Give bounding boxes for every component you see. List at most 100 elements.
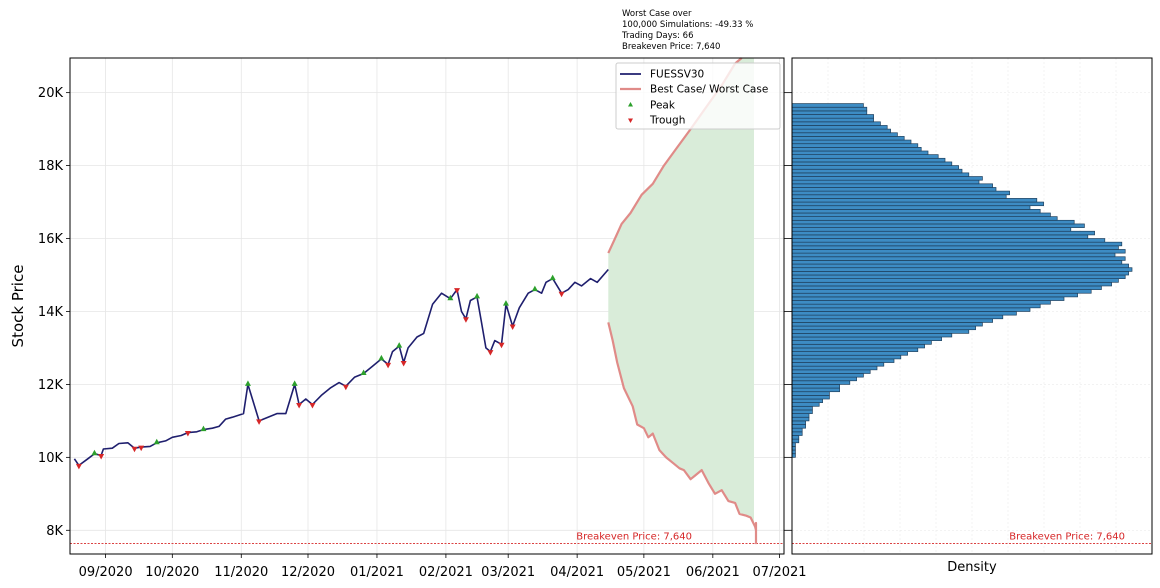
histogram-bar <box>791 376 857 382</box>
histogram-bar <box>791 128 891 134</box>
trough-marker <box>487 350 494 356</box>
histogram-bar <box>791 431 803 436</box>
histogram-bar <box>791 216 1058 221</box>
histogram-bar <box>791 325 976 331</box>
histogram-bar <box>791 380 851 385</box>
histogram-breakeven-label: Breakeven Price: 7,640 <box>1009 531 1125 542</box>
histogram-bar <box>791 241 1123 247</box>
histogram-bar <box>791 314 1004 320</box>
histogram-y-ticks <box>788 92 792 531</box>
histogram-bar <box>791 446 796 451</box>
x-tick-label: 06/2021 <box>686 565 740 580</box>
legend-label: FUESSV30 <box>650 69 704 81</box>
y-axis: 8K 10K 12K 14K 16K 18K 20K <box>38 86 788 539</box>
trough-marker <box>75 463 82 470</box>
peak-marker <box>474 292 481 299</box>
legend-trough-marker <box>628 118 633 123</box>
histogram-bar <box>791 405 813 411</box>
histogram-bar <box>791 322 983 327</box>
annotation-line: Worst Case over <box>622 9 692 19</box>
histogram-bar <box>791 369 871 374</box>
histogram-bar <box>791 245 1119 250</box>
peak-marker <box>153 438 160 445</box>
histogram-bar <box>791 168 963 174</box>
x-tick-label: 05/2021 <box>617 565 671 580</box>
histogram-bar <box>791 307 1031 312</box>
histogram-bar <box>791 183 993 188</box>
main-plot-frame <box>69 57 785 555</box>
histogram-bar <box>791 289 1092 294</box>
trough-marker <box>498 342 505 349</box>
peak-marker <box>531 285 538 292</box>
histogram-bar <box>791 395 830 400</box>
breakeven-label: Breakeven Price: 7,640 <box>576 531 692 542</box>
legend-label: Trough <box>649 115 685 127</box>
peak-marker <box>378 354 385 361</box>
histogram-bar <box>791 398 823 403</box>
histogram-bar <box>791 358 895 363</box>
legend-peak-marker <box>628 102 633 107</box>
histogram-bar <box>791 354 902 360</box>
peak-marker <box>396 342 403 348</box>
histogram-x-label: Density <box>947 560 997 575</box>
y-tick-label: 8K <box>46 524 63 539</box>
x-tick-label: 07/2021 <box>753 565 807 580</box>
annotation-line: Breakeven Price: 7,640 <box>622 42 721 52</box>
histogram-bar <box>791 318 993 323</box>
histogram-bar <box>791 391 830 396</box>
histogram-bar <box>791 416 810 422</box>
histogram-bar <box>791 278 1119 283</box>
trough-marker <box>138 445 145 452</box>
histogram-bar <box>791 387 840 393</box>
worst-case-annotation: Worst Case over 100,000 Simulations: -49.… <box>622 9 753 53</box>
peak-marker <box>291 380 298 386</box>
histogram-bar <box>791 435 800 440</box>
histogram-bar <box>791 409 813 414</box>
histogram-bar <box>791 449 796 455</box>
trough-marker <box>98 454 105 460</box>
histogram-bar <box>791 343 925 349</box>
trough-marker <box>385 362 392 369</box>
legend-label: Best Case/ Worst Case <box>650 84 768 96</box>
histogram-bar <box>791 125 888 130</box>
histogram-bar <box>791 427 803 433</box>
histogram-bar <box>791 212 1051 217</box>
main-grid <box>70 58 784 554</box>
histogram-bar <box>791 442 796 447</box>
histogram-bar <box>791 336 942 341</box>
histogram-bar <box>791 110 868 115</box>
histogram-bar <box>791 114 874 119</box>
x-tick-label: 09/2020 <box>79 565 133 580</box>
histogram-plot: Breakeven Price: 7,640 Density <box>788 57 1153 575</box>
histogram-bar <box>791 249 1126 254</box>
histogram-bar <box>791 172 970 177</box>
histogram-bar <box>791 274 1126 279</box>
histogram-bar <box>791 154 939 159</box>
histogram-bar <box>791 424 806 429</box>
histogram-bar <box>791 311 1017 316</box>
histogram-bar <box>791 413 810 418</box>
trough-marker <box>509 324 516 331</box>
histogram-bar <box>791 165 959 170</box>
y-axis-label: Stock Price <box>9 265 27 348</box>
x-tick-label: 01/2021 <box>350 565 404 580</box>
histogram-bar <box>791 438 800 444</box>
histogram-bar <box>791 260 1123 265</box>
histogram-bar <box>791 256 1126 261</box>
legend-label: Peak <box>650 100 676 112</box>
histogram-bar <box>791 303 1041 309</box>
histogram-bar <box>791 219 1075 225</box>
histogram-frame <box>791 57 1153 555</box>
histogram-bar <box>791 300 1051 305</box>
price-line <box>73 268 609 467</box>
x-tick-label: 02/2021 <box>419 565 473 580</box>
annotation-line: Trading Days: 66 <box>622 31 694 41</box>
trough-marker <box>131 446 138 453</box>
histogram-bar <box>791 373 864 378</box>
histogram-bar <box>791 252 1116 258</box>
x-tick-label: 12/2020 <box>281 565 335 580</box>
histogram-bar <box>791 201 1044 207</box>
main-plot: Breakeven Price: 7,640 8K 10K 12K 14K 16K 18K… <box>9 57 807 580</box>
worst-case-line <box>607 322 758 545</box>
